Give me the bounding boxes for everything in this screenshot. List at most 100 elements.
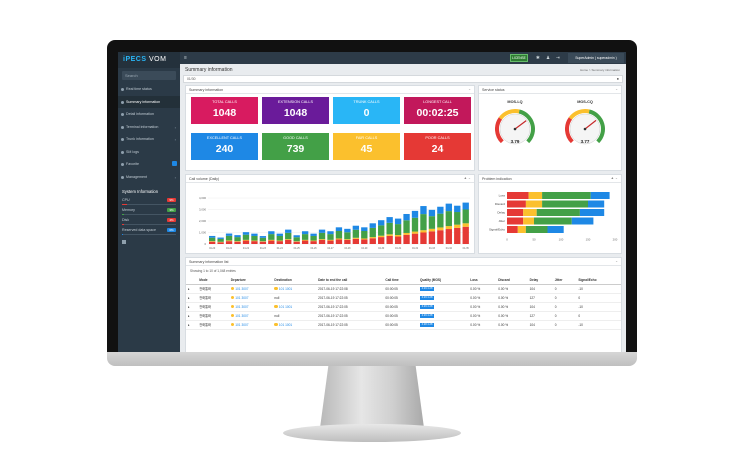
volume-bar-excellent[interactable] <box>225 233 233 236</box>
volume-bar-poor[interactable] <box>352 238 360 244</box>
problem-bar-fair[interactable] <box>528 192 543 199</box>
problem-bar-fair[interactable] <box>523 209 537 216</box>
summary-tile-7[interactable]: POOR CALLS 24 <box>404 133 471 160</box>
sidebar-item-7[interactable]: Management › <box>118 171 180 184</box>
volume-bar-good[interactable] <box>352 229 360 238</box>
table-cell-link[interactable]: 101 1001 <box>278 322 293 327</box>
volume-bar-fair[interactable] <box>301 239 309 241</box>
volume-bar-fair[interactable] <box>420 230 427 233</box>
column-header[interactable]: Quality (MOS) <box>418 276 469 285</box>
volume-bar-good[interactable] <box>420 214 427 231</box>
volume-bar-poor[interactable] <box>361 239 368 244</box>
volume-bar-excellent[interactable] <box>209 235 216 238</box>
volume-bar-fair[interactable] <box>411 231 419 234</box>
volume-bar-good[interactable] <box>318 232 326 240</box>
volume-bar-excellent[interactable] <box>268 231 275 235</box>
panel-controls-icon[interactable]: ▲ ⌄ <box>463 176 471 180</box>
volume-bar-excellent[interactable] <box>403 213 410 221</box>
column-header[interactable]: Signal/Echo <box>576 276 621 285</box>
volume-bar-poor[interactable] <box>234 241 241 244</box>
volume-bar-good[interactable] <box>276 235 283 241</box>
table-row[interactable]: ▸ 전화통화 101 3007 101 1001 2017-06-19 17:22:05… <box>186 302 621 312</box>
problem-bar-fair[interactable] <box>523 217 534 225</box>
user-menu[interactable]: SuperAdmin ( superadmin ) <box>568 53 624 63</box>
volume-bar-good[interactable] <box>369 227 376 238</box>
table-cell-link[interactable]: 101 3007 <box>235 313 249 318</box>
volume-bar-excellent[interactable] <box>454 205 461 213</box>
sidebar-item-1[interactable]: Summary information <box>118 95 180 108</box>
volume-bar-poor[interactable] <box>293 241 300 244</box>
volume-bar-good[interactable] <box>327 234 334 240</box>
volume-bar-good[interactable] <box>462 209 469 224</box>
volume-bar-poor[interactable] <box>454 227 461 244</box>
volume-bar-good[interactable] <box>301 234 309 240</box>
summary-tile-0[interactable]: TOTAL CALLS 1048 <box>191 97 258 124</box>
volume-bar-good[interactable] <box>428 216 436 229</box>
volume-bar-fair[interactable] <box>225 240 233 242</box>
volume-bar-excellent[interactable] <box>285 229 292 233</box>
sidebar-search-input[interactable]: Search <box>122 71 176 80</box>
volume-bar-fair[interactable] <box>369 237 376 239</box>
volume-bar-fair[interactable] <box>428 228 436 232</box>
volume-bar-poor[interactable] <box>301 240 309 244</box>
hamburger-menu-icon[interactable]: ≡ <box>184 55 187 61</box>
column-header[interactable]: Loss <box>468 276 497 285</box>
volume-bar-excellent[interactable] <box>344 228 351 233</box>
table-row[interactable]: ▸ 전화통화 101 3007 101 1001 2017-06-19 17:22:08… <box>186 284 621 294</box>
volume-bar-excellent[interactable] <box>327 231 334 235</box>
volume-bar-excellent[interactable] <box>428 209 436 217</box>
volume-bar-poor[interactable] <box>394 236 402 244</box>
volume-bar-good[interactable] <box>268 234 275 240</box>
volume-bar-excellent[interactable] <box>437 206 444 214</box>
volume-bar-poor[interactable] <box>268 240 275 244</box>
column-header[interactable]: Date to end the call <box>316 276 384 285</box>
volume-bar-fair[interactable] <box>234 241 241 242</box>
volume-bar-poor[interactable] <box>344 239 351 244</box>
column-header[interactable]: Jitter <box>552 276 577 285</box>
volume-bar-good[interactable] <box>234 237 241 242</box>
volume-bar-good[interactable] <box>386 222 393 235</box>
problem-bar-poor[interactable] <box>507 192 529 199</box>
summary-tile-2[interactable]: TRUNK CALLS 0 <box>333 97 400 124</box>
volume-bar-good[interactable] <box>310 235 317 241</box>
signout-icon[interactable]: ⇥ <box>556 55 560 60</box>
volume-bar-poor[interactable] <box>225 241 233 244</box>
volume-bar-poor[interactable] <box>437 230 444 244</box>
volume-bar-good[interactable] <box>378 225 385 236</box>
volume-bar-good[interactable] <box>251 235 258 241</box>
problem-bar-good[interactable] <box>536 209 580 216</box>
sidebar-item-0[interactable]: Real time status <box>118 83 180 96</box>
volume-bar-good[interactable] <box>437 213 444 228</box>
volume-bar-poor[interactable] <box>386 235 393 244</box>
column-header[interactable]: Mode <box>197 276 229 285</box>
table-cell-link[interactable]: 101 3007 <box>235 304 249 309</box>
volume-bar-poor[interactable] <box>217 242 224 244</box>
collapse-icon[interactable]: ⌄ <box>468 87 471 91</box>
sidebar-item-4[interactable]: Trunk information › <box>118 133 180 146</box>
table-row[interactable]: ▸ 전화통화 101 3007 null 2017-06-19 17:22:05 00:0… <box>186 311 621 321</box>
problem-bar-good[interactable] <box>534 217 572 225</box>
volume-bar-fair[interactable] <box>268 239 275 241</box>
volume-bar-good[interactable] <box>242 234 250 240</box>
summary-tile-3[interactable]: LONGEST CALL 00:02:25 <box>404 97 471 124</box>
problem-bar-excellent[interactable] <box>547 226 564 233</box>
volume-bar-fair[interactable] <box>335 238 343 240</box>
volume-bar-poor[interactable] <box>335 239 343 244</box>
summary-tile-1[interactable]: EXTENSION CALLS 1048 <box>262 97 329 124</box>
sidebar-item-5[interactable]: SM logs <box>118 146 180 159</box>
volume-bar-good[interactable] <box>285 232 292 240</box>
volume-bar-fair[interactable] <box>344 239 351 240</box>
problem-bar-good[interactable] <box>542 200 588 208</box>
volume-bar-good[interactable] <box>403 220 410 233</box>
user-icon[interactable]: ♟ <box>546 55 551 60</box>
volume-bar-fair[interactable] <box>462 223 469 227</box>
expand-row-icon[interactable]: ▸ <box>186 293 198 303</box>
table-cell-link[interactable]: 101 3007 <box>235 295 249 300</box>
volume-bar-excellent[interactable] <box>420 206 427 215</box>
volume-bar-excellent[interactable] <box>386 217 393 223</box>
volume-bar-poor[interactable] <box>411 233 419 244</box>
volume-bar-fair[interactable] <box>437 227 444 231</box>
volume-bar-excellent[interactable] <box>462 202 469 210</box>
volume-bar-poor[interactable] <box>318 239 326 244</box>
table-row[interactable]: ▸ 전화통화 101 3007 101 1001 2017-06-19 17:22:05… <box>186 320 621 330</box>
